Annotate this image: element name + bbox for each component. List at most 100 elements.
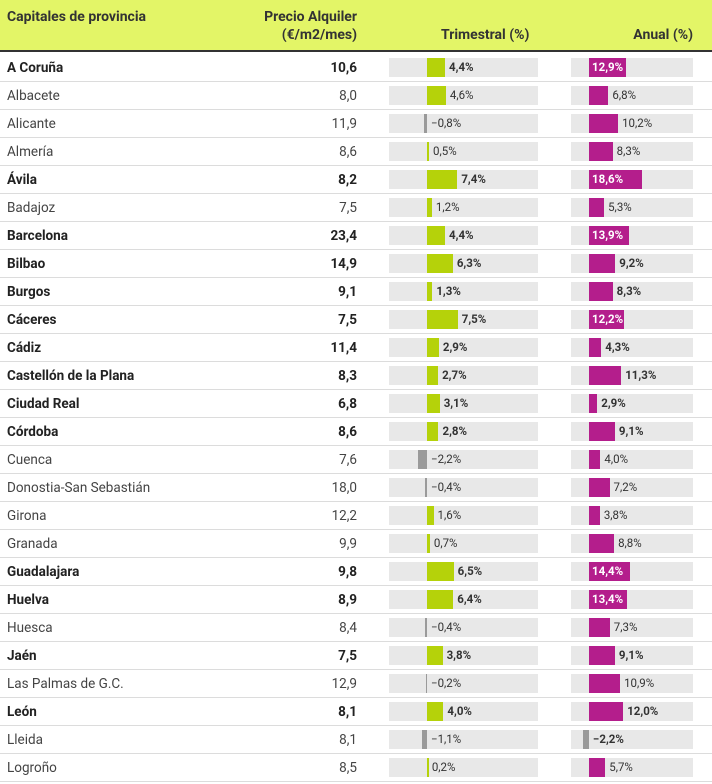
quarterly-label: 4,0% [447,704,472,718]
annual-bar [589,338,602,357]
city-name: Ávila [7,172,37,188]
annual-label: 9,1% [618,648,644,662]
quarterly-bar [425,618,427,637]
annual-label: 5,3% [608,200,632,214]
quarterly-label: 7,4% [461,172,486,186]
table-row: Huesca 8,4 −0,4% 7,3% [0,614,712,642]
quarterly-bar [427,142,430,161]
quarterly-label: −0,4% [431,620,462,634]
annual-label: 10,9% [624,676,655,690]
rent-price: 8,4 [339,620,357,636]
quarterly-label: 4,4% [449,60,474,74]
quarterly-bar [427,506,434,525]
table-row: Albacete 8,0 4,6% 6,8% [0,82,712,110]
quarterly-label: 6,3% [456,256,482,270]
quarterly-label: 1,3% [436,284,461,298]
table-row: Burgos 9,1 1,3% 8,3% [0,278,712,306]
table-header: Capitales de provincia Precio Alquiler (… [0,0,712,52]
header-price: Precio Alquiler (€/m2/mes) [264,9,357,43]
annual-bar [589,366,622,385]
table-row: Castellón de la Plana 8,3 2,7% 11,3% [0,362,712,390]
annual-bar [589,590,628,609]
quarterly-track [389,86,538,105]
city-name: Jaén [7,648,37,664]
quarterly-track [389,226,538,245]
quarterly-bar [417,450,427,469]
quarterly-bar [427,422,439,441]
annual-bar [589,702,624,721]
quarterly-bar [427,170,458,189]
quarterly-bar [422,730,427,749]
rent-price: 18,0 [331,480,357,496]
quarterly-track [389,366,538,385]
header-city: Capitales de provincia [7,9,147,25]
annual-bar [589,254,616,273]
annual-track [571,730,693,749]
annual-label: 5,7% [609,760,633,774]
quarterly-track [389,142,538,161]
quarterly-track [389,450,538,469]
quarterly-bar [427,702,444,721]
annual-bar [589,422,615,441]
city-name: Almería [7,144,54,160]
annual-label: 2,9% [601,396,626,410]
rent-price: 9,8 [338,564,357,580]
rent-price: 8,1 [339,732,357,748]
table-row: Lleida 8,1 −1,1% −2,2% [0,726,712,754]
annual-label: −2,2% [593,732,624,746]
annual-bar [589,86,609,105]
quarterly-track [389,646,538,665]
city-name: Burgos [7,284,51,300]
rent-price: 7,5 [338,312,357,328]
quarterly-label: 6,5% [457,564,483,578]
quarterly-label: −0,4% [431,480,462,494]
table-row: A Coruña 10,6 4,4% 12,9% [0,54,712,82]
annual-bar [589,310,624,329]
table-row: Girona 12,2 1,6% 3,8% [0,502,712,530]
quarterly-track [389,114,538,133]
annual-label: 6,8% [612,88,636,102]
quarterly-label: 4,4% [449,228,474,242]
annual-label: 4,0% [604,452,629,466]
annual-label: 18,6% [592,172,624,186]
quarterly-bar [427,310,458,329]
city-name: Badajoz [7,200,56,216]
quarterly-bar [427,590,454,609]
city-name: Huesca [7,620,53,636]
annual-label: 8,8% [618,536,642,550]
annual-bar [589,394,598,413]
city-name: Las Palmas de G.C. [7,676,124,692]
city-name: Castellón de la Plana [7,368,135,384]
city-name: Barcelona [7,228,68,244]
quarterly-bar [427,646,443,665]
quarterly-track [389,198,538,217]
annual-bar [589,450,601,469]
quarterly-label: −0,2% [431,676,462,690]
city-name: Cáceres [7,312,57,328]
quarterly-label: 1,6% [437,508,462,522]
annual-bar [589,562,631,581]
table-row: Guadalajara 9,8 6,5% 14,4% [0,558,712,586]
quarterly-label: −1,1% [431,732,462,746]
quarterly-label: 3,1% [443,396,469,410]
city-name: Albacete [7,88,60,104]
rent-price: 6,8 [338,396,357,412]
header-quarterly: Trimestral (%) [441,27,530,43]
city-name: Guadalajara [7,564,80,580]
quarterly-bar [427,758,429,777]
annual-track [571,450,693,469]
quarterly-bar [427,366,439,385]
table-row: Bilbao 14,9 6,3% 9,2% [0,250,712,278]
rent-price: 8,2 [338,172,357,188]
quarterly-bar [427,282,433,301]
quarterly-bar [427,394,440,413]
quarterly-track [389,590,538,609]
annual-bar [589,198,605,217]
table-row: Barcelona 23,4 4,4% 13,9% [0,222,712,250]
annual-bar [589,114,619,133]
annual-bar [589,506,600,525]
city-name: Cádiz [7,340,42,356]
table-row: Badajoz 7,5 1,2% 5,3% [0,194,712,222]
rent-price: 11,9 [331,116,357,132]
annual-track [571,338,693,357]
